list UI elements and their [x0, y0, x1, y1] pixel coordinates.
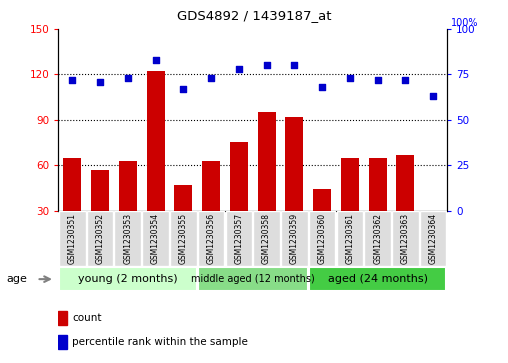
- Text: GSM1230356: GSM1230356: [207, 213, 215, 264]
- Text: GSM1230353: GSM1230353: [123, 213, 132, 264]
- FancyBboxPatch shape: [281, 211, 308, 266]
- Text: GSM1230362: GSM1230362: [373, 213, 382, 264]
- Text: middle aged (12 months): middle aged (12 months): [191, 274, 314, 284]
- Point: [207, 75, 215, 81]
- Text: GDS4892 / 1439187_at: GDS4892 / 1439187_at: [177, 9, 331, 22]
- Text: young (2 months): young (2 months): [78, 274, 178, 284]
- Point: [346, 75, 354, 81]
- Point: [124, 75, 132, 81]
- Text: GSM1230363: GSM1230363: [401, 213, 410, 264]
- Text: GSM1230361: GSM1230361: [345, 213, 355, 264]
- Point: [318, 84, 326, 90]
- Text: GSM1230358: GSM1230358: [262, 213, 271, 264]
- Point: [429, 93, 437, 99]
- Bar: [91, 170, 109, 211]
- Bar: [258, 112, 276, 211]
- FancyBboxPatch shape: [142, 211, 169, 266]
- Bar: [64, 158, 81, 211]
- Text: 100%: 100%: [451, 18, 479, 28]
- FancyBboxPatch shape: [170, 211, 197, 266]
- Text: GSM1230359: GSM1230359: [290, 213, 299, 264]
- Bar: [313, 189, 331, 211]
- FancyBboxPatch shape: [198, 267, 308, 291]
- Text: percentile rank within the sample: percentile rank within the sample: [72, 337, 248, 347]
- Text: GSM1230355: GSM1230355: [179, 213, 188, 264]
- Point: [96, 79, 104, 85]
- FancyBboxPatch shape: [226, 211, 252, 266]
- FancyBboxPatch shape: [198, 211, 225, 266]
- FancyBboxPatch shape: [59, 211, 86, 266]
- Point: [290, 62, 298, 68]
- Bar: [341, 158, 359, 211]
- Text: GSM1230354: GSM1230354: [151, 213, 160, 264]
- Bar: [396, 155, 415, 211]
- Text: GSM1230357: GSM1230357: [234, 213, 243, 264]
- Point: [263, 62, 271, 68]
- Bar: [369, 158, 387, 211]
- Bar: [58, 335, 67, 349]
- FancyBboxPatch shape: [309, 267, 447, 291]
- Point: [373, 77, 382, 83]
- FancyBboxPatch shape: [87, 211, 113, 266]
- FancyBboxPatch shape: [392, 211, 419, 266]
- Text: GSM1230351: GSM1230351: [68, 213, 77, 264]
- FancyBboxPatch shape: [59, 267, 197, 291]
- Text: GSM1230360: GSM1230360: [318, 213, 327, 264]
- FancyBboxPatch shape: [253, 211, 280, 266]
- Text: count: count: [72, 313, 102, 323]
- FancyBboxPatch shape: [337, 211, 363, 266]
- Bar: [230, 143, 248, 211]
- Bar: [58, 311, 67, 325]
- Text: age: age: [6, 274, 27, 284]
- Text: GSM1230352: GSM1230352: [96, 213, 105, 264]
- FancyBboxPatch shape: [420, 211, 447, 266]
- FancyBboxPatch shape: [309, 211, 335, 266]
- Bar: [202, 160, 220, 211]
- Point: [235, 66, 243, 72]
- Bar: [174, 185, 193, 211]
- FancyBboxPatch shape: [114, 211, 141, 266]
- Bar: [285, 117, 303, 211]
- Text: aged (24 months): aged (24 months): [328, 274, 428, 284]
- Point: [151, 57, 160, 63]
- Bar: [146, 72, 165, 211]
- FancyBboxPatch shape: [364, 211, 391, 266]
- Point: [179, 86, 187, 92]
- Point: [68, 77, 76, 83]
- Point: [401, 77, 409, 83]
- Bar: [119, 160, 137, 211]
- Text: GSM1230364: GSM1230364: [429, 213, 438, 264]
